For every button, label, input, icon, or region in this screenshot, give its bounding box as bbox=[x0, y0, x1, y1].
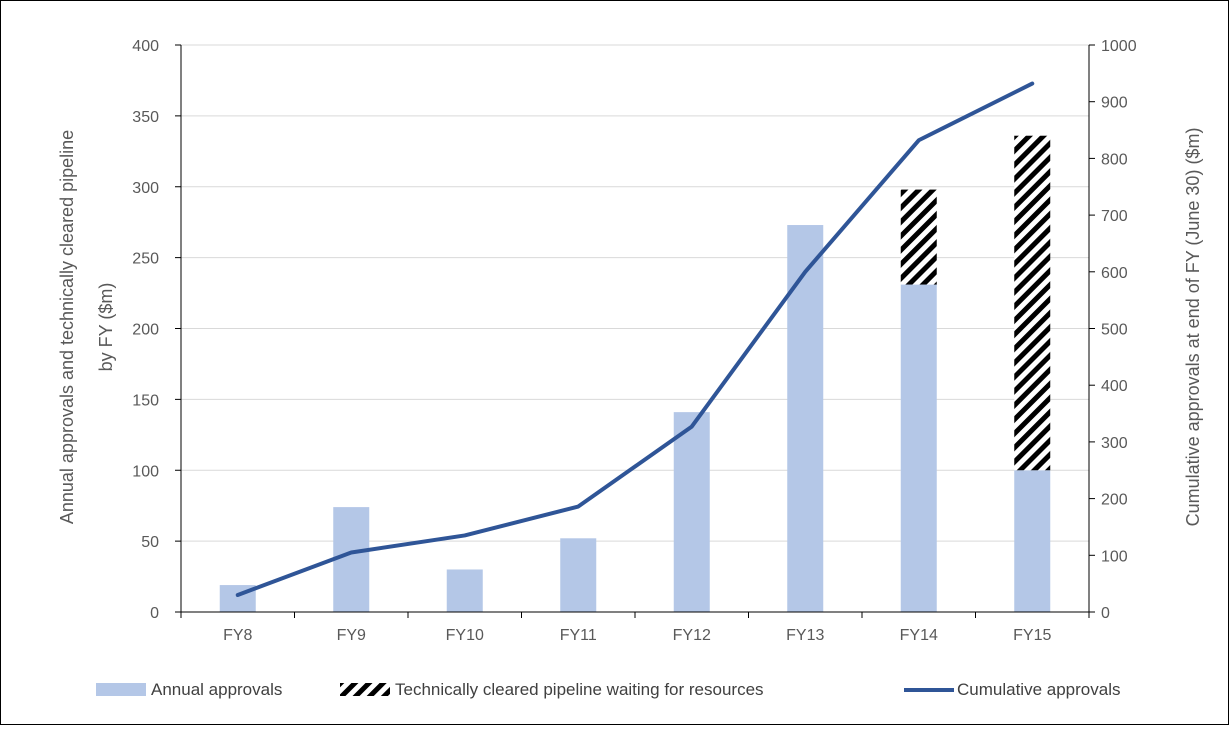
annual-approvals-bar-FY13 bbox=[787, 225, 824, 612]
annual-approvals-bar-FY9 bbox=[333, 507, 370, 612]
left-axis-title-line1: Annual approvals and technically cleared… bbox=[57, 130, 77, 524]
x-axis-ticks: FY8 FY9 FY10 FY11 FY12 FY13 FY14 FY15 bbox=[180, 612, 1090, 644]
right-tick-label: 400 bbox=[1101, 378, 1128, 395]
x-tick-label: FY10 bbox=[446, 627, 484, 644]
left-tick-label: 350 bbox=[132, 109, 159, 126]
right-tick-label: 900 bbox=[1101, 95, 1128, 112]
right-tick-label: 200 bbox=[1101, 492, 1128, 509]
right-tick-label: 0 bbox=[1101, 605, 1110, 622]
pipeline-bar-FY14 bbox=[900, 189, 937, 285]
left-axis-ticks: 0 50 100 150 200 250 300 350 400 bbox=[132, 38, 181, 622]
x-tick-label: FY11 bbox=[560, 627, 597, 644]
left-tick-label: 300 bbox=[132, 180, 159, 197]
right-tick-label: 300 bbox=[1101, 435, 1128, 452]
left-tick-label: 100 bbox=[132, 463, 159, 480]
pipeline-bar-FY15 bbox=[1014, 135, 1051, 471]
legend-label-cumulative: Cumulative approvals bbox=[957, 680, 1120, 699]
left-tick-label: 50 bbox=[141, 534, 159, 551]
right-tick-label: 800 bbox=[1101, 151, 1128, 168]
right-tick-label: 600 bbox=[1101, 265, 1128, 282]
x-tick-label: FY12 bbox=[673, 627, 711, 644]
legend-swatch-annual-approvals bbox=[96, 683, 146, 696]
x-tick-label: FY13 bbox=[786, 627, 824, 644]
x-tick-label: FY9 bbox=[337, 627, 366, 644]
left-tick-label: 250 bbox=[132, 251, 159, 268]
x-tick-label: FY8 bbox=[223, 627, 252, 644]
legend: Annual approvals Technically cleared pip… bbox=[96, 680, 1120, 699]
left-tick-label: 150 bbox=[132, 392, 159, 409]
legend-label-annual-approvals: Annual approvals bbox=[151, 680, 282, 699]
right-tick-label: 100 bbox=[1101, 548, 1128, 565]
legend-label-pipeline: Technically cleared pipeline waiting for… bbox=[395, 680, 764, 699]
x-tick-label: FY14 bbox=[900, 627, 938, 644]
right-tick-label: 500 bbox=[1101, 322, 1128, 339]
annual-approvals-bar-FY15 bbox=[1014, 470, 1051, 612]
left-tick-label: 400 bbox=[132, 38, 159, 55]
annual-approvals-bar-FY10 bbox=[446, 569, 483, 612]
left-axis-title-line2: by FY ($m) bbox=[96, 283, 116, 372]
cumulative-approvals-line bbox=[235, 81, 1035, 597]
left-tick-label: 200 bbox=[132, 322, 159, 339]
annual-approvals-bar-FY14 bbox=[900, 284, 937, 612]
right-tick-label: 700 bbox=[1101, 208, 1128, 225]
annual-approvals-bar-FY11 bbox=[560, 538, 597, 612]
legend-swatch-pipeline bbox=[340, 683, 390, 696]
cumulative-line-layer bbox=[235, 81, 1035, 597]
right-tick-label: 1000 bbox=[1101, 38, 1137, 55]
left-tick-label: 0 bbox=[150, 605, 159, 622]
right-axis-title: Cumulative approvals at end of FY (June … bbox=[1183, 128, 1203, 527]
x-tick-label: FY15 bbox=[1013, 627, 1051, 644]
right-axis-ticks: 0 100 200 300 400 500 600 700 800 900 1000 bbox=[1089, 38, 1137, 622]
annual-approvals-bar-FY12 bbox=[673, 412, 710, 612]
bars bbox=[219, 135, 1051, 612]
gridlines bbox=[181, 44, 1089, 542]
